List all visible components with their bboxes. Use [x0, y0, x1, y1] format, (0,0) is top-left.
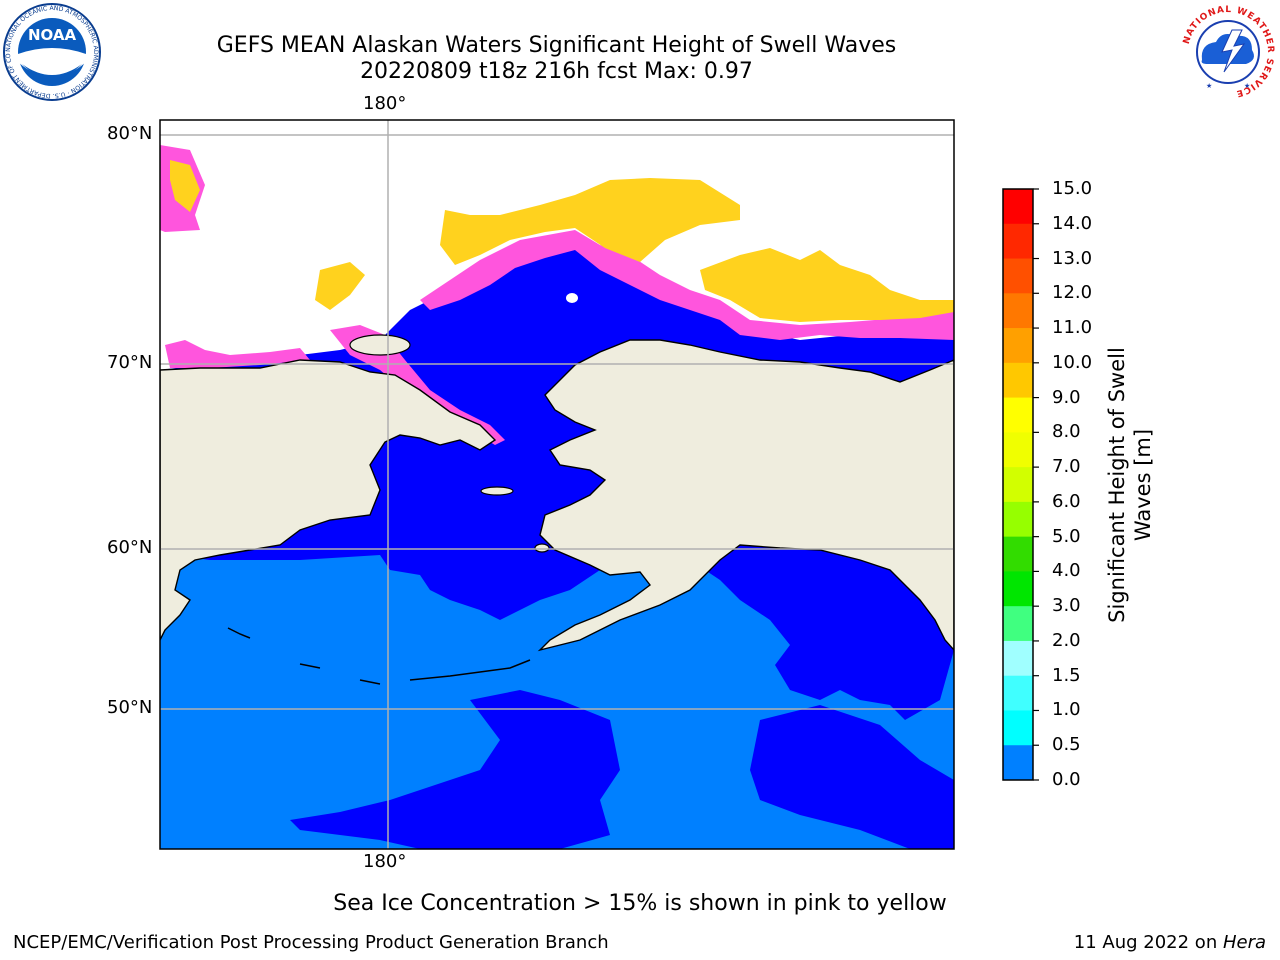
svg-text:★: ★ — [1206, 82, 1212, 90]
colorbar-segment — [1003, 293, 1033, 329]
colorbar-tick-label: 1.5 — [1052, 664, 1081, 686]
aleutian-islands — [409, 659, 531, 681]
colorbar-segment — [1003, 536, 1033, 572]
colorbar-tick-label: 3.0 — [1052, 595, 1081, 617]
colorbar-segment — [1003, 710, 1033, 746]
colorbar-tick-label: 0.0 — [1052, 769, 1081, 790]
island-nunivak — [534, 543, 550, 553]
colorbar-segment — [1003, 467, 1033, 503]
lat-label-70n: 70°N — [107, 352, 153, 373]
colorbar-label-2: Waves [m] — [1131, 429, 1155, 541]
lat-label-50n: 50°N — [107, 697, 153, 718]
footer-host: Hera — [1222, 932, 1266, 953]
colorbar — [1003, 188, 1039, 781]
sea-ice-yellow-east — [700, 248, 954, 322]
colorbar-segment — [1003, 223, 1033, 260]
colorbar-tick-label: 2.0 — [1052, 629, 1081, 651]
colorbar-tick-label: 5.0 — [1052, 525, 1081, 547]
lat-label-80n: 80°N — [107, 123, 153, 144]
colorbar-segment — [1003, 745, 1033, 781]
chart-title: GEFS MEAN Alaskan Waters Significant Hei… — [216, 33, 897, 58]
colorbar-tick-label: 13.0 — [1052, 247, 1093, 269]
sea-ice-west-yellow — [170, 160, 200, 212]
sea-ice-yellow — [440, 178, 740, 265]
sea-ice-small-west — [165, 340, 310, 368]
chart-subtitle: 20220809 t18z 216h fcst Max: 0.97 — [360, 59, 753, 84]
colorbar-tick-label: 1.0 — [1052, 699, 1081, 721]
ocean-low-south — [290, 690, 620, 849]
footer-date-text: 11 Aug 2022 on — [1073, 932, 1223, 953]
colorbar-tick-label: 11.0 — [1052, 317, 1093, 339]
map-frame — [159, 119, 955, 850]
colorbar-segment — [1003, 189, 1033, 225]
sea-ice-pink — [420, 230, 954, 340]
footer-date: 11 Aug 2022 on Hera — [1074, 932, 1266, 954]
svg-text:★: ★ — [1244, 82, 1250, 90]
colorbar-segment — [1003, 432, 1033, 468]
svg-text:NOAA: NOAA — [28, 26, 77, 44]
colorbar-tick-label: 7.0 — [1052, 456, 1081, 478]
graticule — [160, 120, 954, 849]
no-data-patch — [566, 293, 578, 303]
nws-logo: NATIONAL WEATHER SERVICE ★ ★ — [1180, 4, 1276, 100]
colorbar-frame — [1002, 188, 1034, 781]
colorbar-segment — [1003, 258, 1033, 294]
colorbar-segment — [1003, 675, 1033, 711]
sea-ice-note: Sea Ice Concentration > 15% is shown in … — [333, 891, 947, 916]
colorbar-tick-label: 9.0 — [1052, 386, 1081, 408]
colorbar-segment — [1003, 328, 1033, 364]
sea-ice-north-yellow — [315, 262, 365, 310]
colorbar-tick-label: 8.0 — [1052, 421, 1081, 443]
colorbar-segment — [1003, 571, 1033, 607]
colorbar-segment — [1003, 640, 1033, 677]
colorbar-tick-label: 0.5 — [1052, 734, 1081, 756]
colorbar-segment — [1003, 501, 1033, 538]
land-chukotka — [160, 359, 497, 641]
colorbar-tick-label: 15.0 — [1052, 178, 1093, 199]
lon-label-top: 180° — [363, 93, 407, 114]
lat-label-60n: 60°N — [107, 537, 153, 558]
island-st-lawrence — [480, 486, 514, 496]
commander-islands — [299, 663, 381, 685]
noaa-logo: NATIONAL OCEANIC AND ATMOSPHERIC ADMINIS… — [2, 2, 101, 101]
colorbar-tick-label: 10.0 — [1052, 351, 1093, 373]
colorbar-segment — [1003, 606, 1033, 642]
colorbar-tick-label: 4.0 — [1052, 560, 1081, 582]
ocean-low-southeast — [750, 705, 954, 849]
kuril-fragment — [227, 627, 251, 639]
island-wrangel — [349, 334, 411, 356]
colorbar-tick-label: 14.0 — [1052, 212, 1093, 234]
footer-branch: NCEP/EMC/Verification Post Processing Pr… — [13, 932, 609, 953]
lon-label-bottom: 180° — [363, 851, 407, 872]
colorbar-segment — [1003, 362, 1033, 399]
colorbar-label-1: Significant Height of Swell — [1105, 347, 1129, 623]
colorbar-segment — [1003, 397, 1033, 433]
colorbar-tick-label: 12.0 — [1052, 282, 1093, 304]
colorbar-tick-label: 6.0 — [1052, 490, 1081, 512]
